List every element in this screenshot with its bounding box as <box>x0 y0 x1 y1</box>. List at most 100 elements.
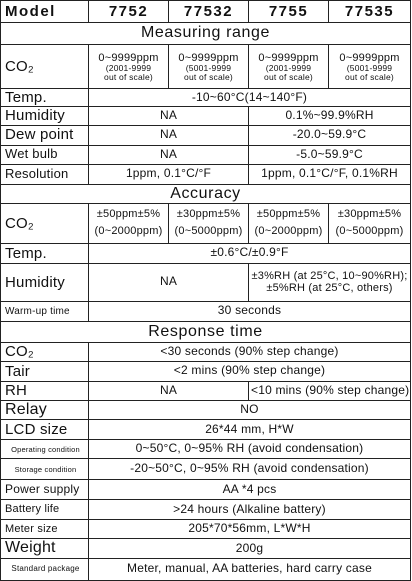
spec-value: AA *4 pcs <box>88 479 411 501</box>
value-line: >24 hours (Alkaline battery) <box>173 501 326 516</box>
spec-row: Battery life >24 hours (Alkaline battery) <box>0 499 411 521</box>
spec-value: 1ppm, 0.1°C/°F <box>88 163 249 185</box>
value-line: AA *4 pcs <box>222 481 277 496</box>
spec-value: <30 seconds (90% step change) <box>88 341 411 362</box>
value-line: <10 mins (90% step change) <box>251 382 410 397</box>
row-label: Power supply <box>0 479 89 501</box>
row-label: Temp. <box>0 242 89 264</box>
value-line: NA <box>159 382 178 397</box>
spec-value: NA <box>88 144 249 165</box>
value-line: NA <box>159 274 178 289</box>
value-line: (0~2000ppm) <box>94 225 163 238</box>
spec-value: 0~9999ppm (2001-9999 out of scale) <box>248 44 329 89</box>
row-label: Wet bulb <box>0 144 89 165</box>
section-row: Measuring range <box>0 22 411 45</box>
row-label: Model <box>0 0 89 23</box>
spec-row: CO₂ ±50ppm±5% (0~2000ppm) ±30ppm±5% (0~5000p… <box>0 202 411 244</box>
spec-row: Model 7752 77532 7755 77535 <box>0 0 411 23</box>
spec-value: 0~50°C, 0~95% RH (avoid condensation) <box>88 439 411 460</box>
value-line: 26*44 mm, H*W <box>205 421 294 436</box>
spec-value: 30 seconds <box>88 300 411 322</box>
section-row: Response time <box>0 320 411 343</box>
value-line: ±5%RH (at 25°C, others) <box>266 282 393 295</box>
value-line: -20~50°C, 0~95% RH (avoid condensation) <box>130 461 369 476</box>
row-label: Humidity <box>0 106 89 126</box>
value-line: 77535 <box>344 2 395 20</box>
row-label: Temp. <box>0 87 89 108</box>
value-line: -20.0~59.9°C <box>292 127 367 142</box>
value-line: ±50ppm±5% <box>256 207 321 220</box>
value-line: 0~9999ppm <box>258 51 319 64</box>
spec-value: NA <box>88 380 249 401</box>
value-line: -10~60°C(14~140°F) <box>191 89 308 104</box>
spec-row: Weight 200g <box>0 538 411 559</box>
row-label: Standard package <box>0 557 89 581</box>
value-line: (2001-9999 <box>105 63 152 74</box>
spec-value: NA <box>88 106 249 126</box>
value-line: -5.0~59.9°C <box>296 146 363 161</box>
spec-value: <2 mins (90% step change) <box>88 360 411 382</box>
spec-value: 7752 <box>88 0 169 23</box>
row-label: Tair <box>0 360 89 382</box>
spec-value: >24 hours (Alkaline battery) <box>88 499 411 521</box>
section-title: Response time <box>0 320 411 343</box>
value-line: 1ppm, 0.1°C/°F, 0.1%RH <box>261 166 398 181</box>
value-line: ±0.6°C/±0.9°F <box>210 245 289 260</box>
value-line: 0.1%~99.9%RH <box>285 107 374 122</box>
spec-row: Temp. -10~60°C(14~140°F) <box>0 87 411 108</box>
spec-value: -20.0~59.9°C <box>248 124 411 146</box>
value-line: Meter, manual, AA batteries, hard carry … <box>127 561 372 576</box>
spec-row: Storage condition -20~50°C, 0~95% RH (avo… <box>0 458 411 481</box>
row-label: Operating condition <box>0 439 89 460</box>
spec-value: 77532 <box>168 0 249 23</box>
value-line: 0~9999ppm <box>178 51 239 64</box>
value-line: out of scale) <box>345 71 394 82</box>
value-line: ±50ppm±5% <box>96 207 161 220</box>
row-label: Relay <box>0 399 89 421</box>
value-line: 0~9999ppm <box>339 51 400 64</box>
spec-value: NA <box>88 262 249 302</box>
spec-row: Standard package Meter, manual, AA batter… <box>0 557 411 581</box>
spec-value: ±0.6°C/±0.9°F <box>88 242 411 264</box>
value-line: (0~2000ppm) <box>254 225 323 238</box>
value-line: NA <box>159 127 178 142</box>
row-label: CO₂ <box>0 202 89 244</box>
spec-value: ±3%RH (at 25°C, 10~90%RH); ±5%RH (at 25°C… <box>248 262 411 302</box>
spec-row: Warm-up time 30 seconds <box>0 300 411 322</box>
spec-value: 26*44 mm, H*W <box>88 419 411 441</box>
spec-value: -10~60°C(14~140°F) <box>88 87 411 108</box>
row-label: Warm-up time <box>0 300 89 322</box>
value-line: NA <box>159 146 178 161</box>
value-line: 0~9999ppm <box>98 51 159 64</box>
spec-row: Temp. ±0.6°C/±0.9°F <box>0 242 411 264</box>
row-label: Resolution <box>0 163 89 185</box>
value-line: 77532 <box>183 2 234 20</box>
spec-row: Relay NO <box>0 399 411 421</box>
value-line: 0~50°C, 0~95% RH (avoid condensation) <box>135 441 364 456</box>
spec-value: ±30ppm±5% (0~5000ppm) <box>168 202 249 244</box>
row-label: Humidity <box>0 262 89 302</box>
row-label: Storage condition <box>0 458 89 481</box>
spec-value: Meter, manual, AA batteries, hard carry … <box>88 557 411 581</box>
spec-value: ±30ppm±5% (0~5000ppm) <box>328 202 411 244</box>
value-line: out of scale) <box>264 71 313 82</box>
value-line: (5001-9999 <box>346 63 393 74</box>
row-label: Battery life <box>0 499 89 521</box>
spec-row: Operating condition 0~50°C, 0~95% RH (avo… <box>0 439 411 460</box>
spec-value: 0~9999ppm (5001-9999 out of scale) <box>328 44 411 89</box>
spec-value: <10 mins (90% step change) <box>248 380 411 401</box>
row-label: Meter size <box>0 519 89 540</box>
row-label: CO₂ <box>0 341 89 362</box>
spec-row: Meter size 205*70*56mm, L*W*H <box>0 519 411 540</box>
value-line: out of scale) <box>104 71 153 82</box>
spec-value: 0.1%~99.9%RH <box>248 106 411 126</box>
spec-row: Humidity NA ±3%RH (at 25°C, 10~90%RH); ±5%R… <box>0 262 411 302</box>
value-line: 1ppm, 0.1°C/°F <box>125 166 212 181</box>
value-line: (5001-9999 <box>185 63 232 74</box>
value-line: <2 mins (90% step change) <box>173 363 326 378</box>
section-row: Accuracy <box>0 183 411 204</box>
value-line: (2001-9999 <box>265 63 312 74</box>
row-label: Weight <box>0 538 89 559</box>
